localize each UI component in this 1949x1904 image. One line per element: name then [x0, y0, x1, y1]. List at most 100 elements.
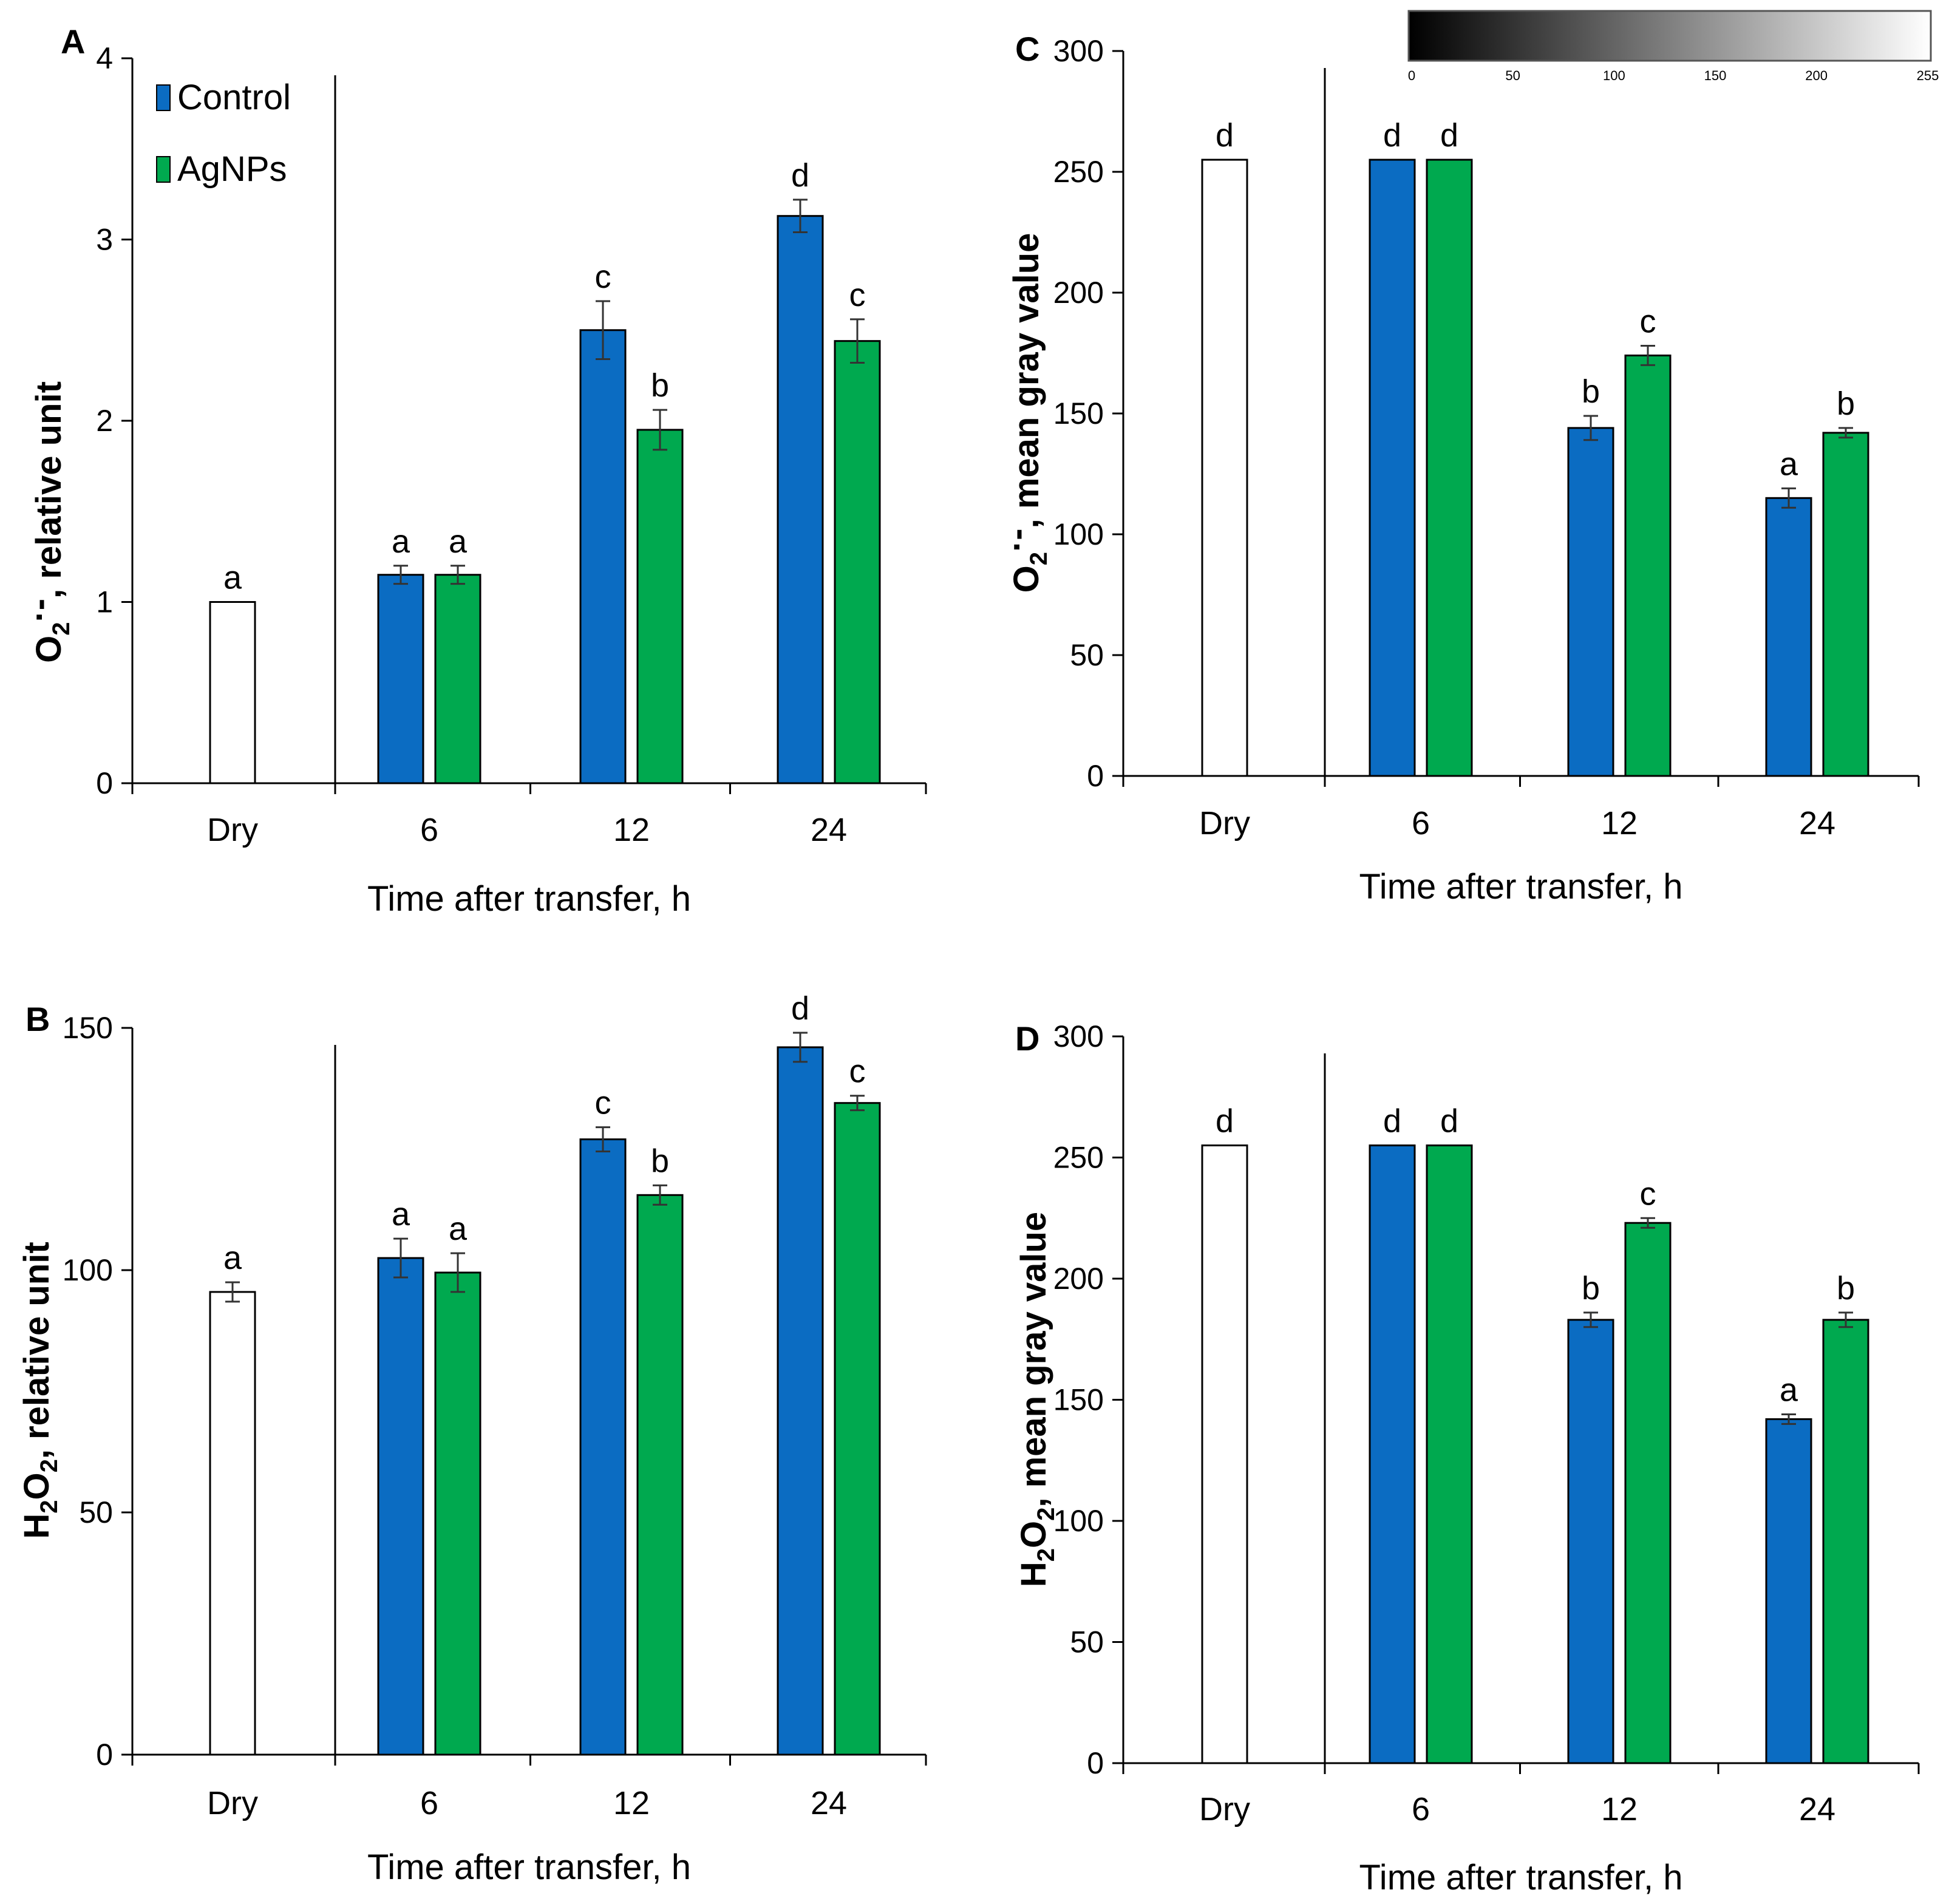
- panel-letter: B: [26, 1000, 50, 1038]
- x-category-label: 12: [1601, 805, 1638, 841]
- y-tick-label: 50: [1070, 1625, 1104, 1659]
- panel-b: 0 50 100 150 Dry 6 12 24 Time after transfer, h H…: [17, 990, 927, 1887]
- bar-dry: [1201, 1144, 1248, 1764]
- bar-agnps: [834, 340, 881, 784]
- bar-dry: [1201, 158, 1248, 777]
- y-tick-label: 0: [96, 1738, 113, 1772]
- y-axis-title: O2·-, mean gray value: [997, 233, 1052, 593]
- y-tick-label: 200: [1053, 1262, 1104, 1296]
- bar-control: [579, 1138, 627, 1756]
- significance-label: b: [651, 1143, 669, 1179]
- panel-d: 0 50 100 150 200 250 300 Dry 6 12 24 Time after tra…: [1014, 1019, 1920, 1897]
- y-axis-title: H2O2, mean gray value: [1014, 1212, 1060, 1587]
- x-category-label: 6: [1412, 805, 1430, 841]
- y-tick-label: 300: [1053, 1019, 1104, 1053]
- significance-label: b: [1837, 386, 1855, 422]
- significance-label: d: [1216, 117, 1234, 154]
- x-category-label: 24: [811, 1785, 847, 1821]
- significance-label: a: [1780, 1372, 1798, 1408]
- y-tick-label: 150: [1053, 1383, 1104, 1417]
- bar-agnps: [1426, 158, 1473, 777]
- significance-label: b: [651, 367, 669, 404]
- bar-agnps: [434, 574, 481, 784]
- significance-label: b: [1837, 1270, 1855, 1307]
- significance-label: a: [392, 523, 410, 560]
- x-category-label: Dry: [207, 1785, 258, 1821]
- bar-agnps: [636, 1194, 684, 1756]
- colorbar-gradient: [1407, 10, 1932, 62]
- grayscale-colorbar: 0 50 100 150 200 255: [1407, 10, 1939, 83]
- significance-label: c: [1640, 1175, 1656, 1212]
- panel-letter: A: [61, 22, 85, 61]
- x-category-label: Dry: [1199, 805, 1250, 841]
- x-axis-title: Time after transfer, h: [367, 1848, 691, 1887]
- significance-label: c: [595, 1085, 611, 1121]
- y-tick-label: 150: [63, 1011, 113, 1045]
- colorbar-tick-label: 150: [1704, 68, 1727, 83]
- significance-label: c: [595, 259, 611, 295]
- significance-label: b: [1582, 373, 1600, 410]
- bar-control: [377, 574, 424, 784]
- significance-label: d: [1440, 117, 1458, 154]
- significance-label: d: [1383, 1103, 1401, 1140]
- y-tick-label: 200: [1053, 276, 1104, 310]
- significance-label: d: [1383, 117, 1401, 154]
- x-category-label: 12: [1601, 1791, 1638, 1827]
- x-category-label: Dry: [207, 812, 258, 848]
- y-tick-label: 100: [1053, 517, 1104, 551]
- y-axis-title: H2O2, relative unit: [17, 1242, 63, 1538]
- y-tick-label: 250: [1053, 1141, 1104, 1175]
- y-tick-label: 0: [1087, 1746, 1104, 1780]
- x-category-label: 6: [420, 812, 438, 848]
- x-axis-title: Time after transfer, h: [367, 879, 691, 919]
- x-axis-title: Time after transfer, h: [1359, 1858, 1683, 1897]
- significance-label: d: [1216, 1103, 1234, 1140]
- significance-label: c: [849, 277, 866, 313]
- y-tick-label: 250: [1053, 155, 1104, 189]
- bar-control: [1369, 1144, 1416, 1764]
- bar-agnps: [1822, 432, 1869, 777]
- x-category-label: 6: [1412, 1791, 1430, 1827]
- bar-agnps: [636, 429, 684, 784]
- y-axis-title: O2·-, relative unit: [19, 381, 75, 663]
- significance-label: c: [1640, 304, 1656, 340]
- panel-c: 0 50 100 150 200 250 300 Dry 6 12 24 Time after tra…: [997, 30, 1920, 906]
- bar-control: [1765, 497, 1812, 777]
- y-tick-label: 50: [1070, 638, 1104, 672]
- bar-agnps: [1822, 1319, 1869, 1764]
- significance-label: d: [791, 990, 809, 1027]
- y-tick-label: 4: [96, 41, 113, 75]
- y-tick-label: 100: [63, 1253, 113, 1287]
- colorbar-tick-label: 0: [1408, 68, 1415, 83]
- bar-agnps: [834, 1102, 881, 1756]
- legend-label-agnps: AgNPs: [177, 149, 287, 189]
- bar-agnps: [1426, 1144, 1473, 1764]
- legend: Control AgNPs: [156, 78, 291, 189]
- bar-agnps: [434, 1271, 481, 1756]
- y-tick-label: 1: [96, 585, 113, 619]
- x-axis-title: Time after transfer, h: [1359, 867, 1683, 906]
- significance-label: a: [223, 1240, 242, 1276]
- colorbar-tick-label: 100: [1603, 68, 1625, 83]
- y-tick-label: 100: [1053, 1504, 1104, 1538]
- x-category-label: 24: [811, 812, 847, 848]
- significance-label: c: [849, 1053, 866, 1090]
- y-tick-label: 150: [1053, 396, 1104, 430]
- significance-label: d: [791, 157, 809, 194]
- bar-agnps: [1624, 1222, 1672, 1764]
- significance-label: a: [1780, 446, 1798, 482]
- bar-control: [777, 1046, 824, 1756]
- bar-control: [1765, 1418, 1812, 1764]
- y-tick-label: 2: [96, 404, 113, 438]
- y-tick-label: 300: [1053, 34, 1104, 68]
- panel-letter: D: [1015, 1019, 1039, 1058]
- bar-control: [1567, 1319, 1614, 1764]
- significance-label: a: [449, 1211, 468, 1247]
- colorbar-tick-label: 255: [1917, 68, 1939, 83]
- y-tick-label: 0: [1087, 759, 1104, 793]
- panel-letter: C: [1015, 30, 1039, 68]
- bar-control: [377, 1257, 424, 1756]
- bar-control: [579, 329, 627, 784]
